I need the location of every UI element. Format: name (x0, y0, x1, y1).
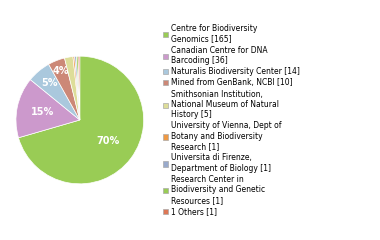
Legend: Centre for Biodiversity
Genomics [165], Canadian Centre for DNA
Barcoding [36], : Centre for Biodiversity Genomics [165], … (163, 24, 300, 216)
Wedge shape (16, 80, 80, 138)
Wedge shape (19, 56, 144, 184)
Text: 5%: 5% (41, 78, 57, 88)
Wedge shape (78, 56, 80, 120)
Wedge shape (65, 57, 80, 120)
Wedge shape (74, 56, 80, 120)
Wedge shape (49, 58, 80, 120)
Text: 70%: 70% (96, 136, 119, 146)
Wedge shape (76, 56, 80, 120)
Wedge shape (30, 64, 80, 120)
Wedge shape (73, 56, 80, 120)
Text: 4%: 4% (52, 66, 69, 76)
Text: 15%: 15% (31, 107, 54, 117)
